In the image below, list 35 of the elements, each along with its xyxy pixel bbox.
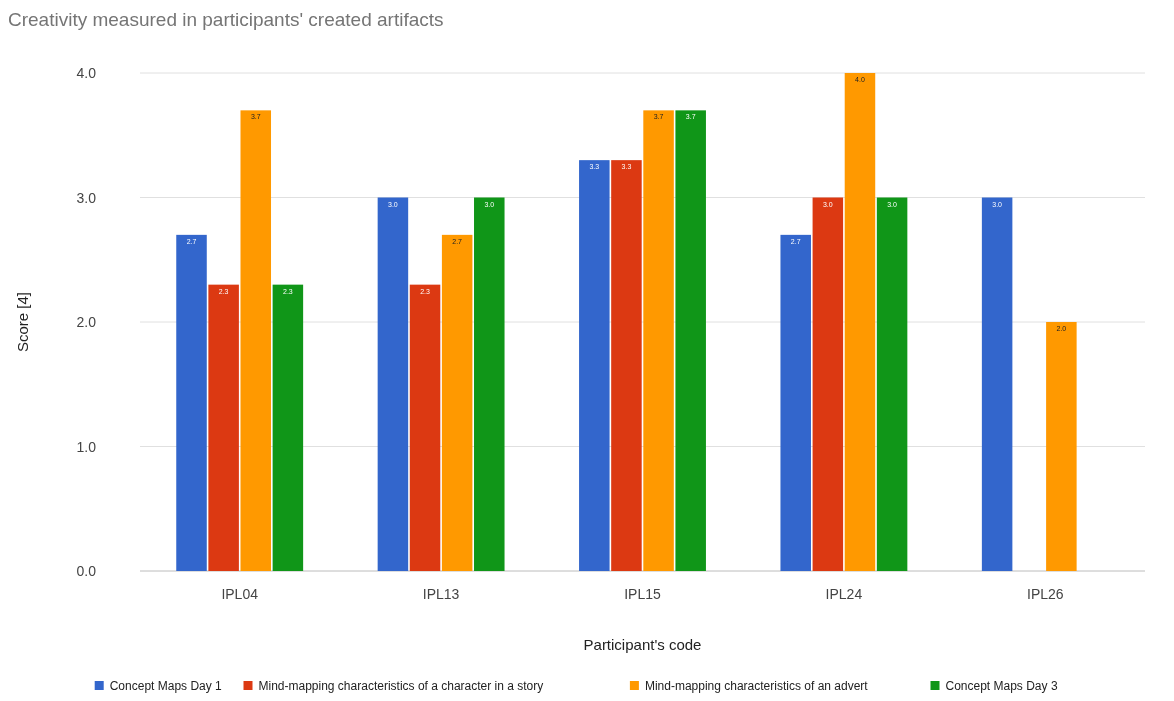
legend-label: Concept Maps Day 1: [109, 679, 223, 693]
bar: [844, 73, 876, 571]
x-tick-label: IPL26: [1027, 586, 1064, 602]
bar: [240, 110, 272, 571]
x-tick-label: IPL24: [825, 586, 863, 602]
legend-label: Concept Maps Day 3: [945, 679, 1058, 693]
y-tick-label: 4.0: [76, 65, 97, 81]
y-axis-title: Score [4]: [14, 291, 31, 353]
bar: [441, 234, 473, 571]
bar: [643, 110, 674, 571]
x-tick-label: IPL13: [422, 586, 460, 602]
bar: [409, 284, 441, 571]
bar: [812, 197, 844, 571]
bar: [377, 197, 409, 571]
legend-label: Mind-mapping characteristics of a character in a story: [258, 679, 544, 693]
bar: [176, 234, 207, 571]
y-tick-label: 2.0: [76, 314, 97, 330]
bar: [272, 284, 304, 571]
bar: [474, 197, 505, 571]
bar: [579, 160, 610, 571]
bar: [876, 197, 908, 571]
x-tick-label: IPL15: [624, 586, 661, 602]
bar: [675, 110, 706, 571]
y-tick-label: 1.0: [76, 438, 97, 455]
x-tick-label: IPL04: [221, 586, 259, 602]
bar: [208, 284, 239, 571]
legend-label: Mind-mapping characteristics of an advert: [644, 679, 869, 693]
y-tick-label: 0.0: [76, 563, 97, 579]
bar: [981, 197, 1013, 571]
bar: [611, 160, 642, 571]
bar: [1046, 322, 1077, 571]
chart-title: Creativity measured in participants' created artifacts: [8, 9, 444, 30]
x-axis-title: Participant's code: [583, 636, 702, 653]
bar: [780, 234, 811, 571]
y-tick-label: 3.0: [76, 189, 97, 206]
